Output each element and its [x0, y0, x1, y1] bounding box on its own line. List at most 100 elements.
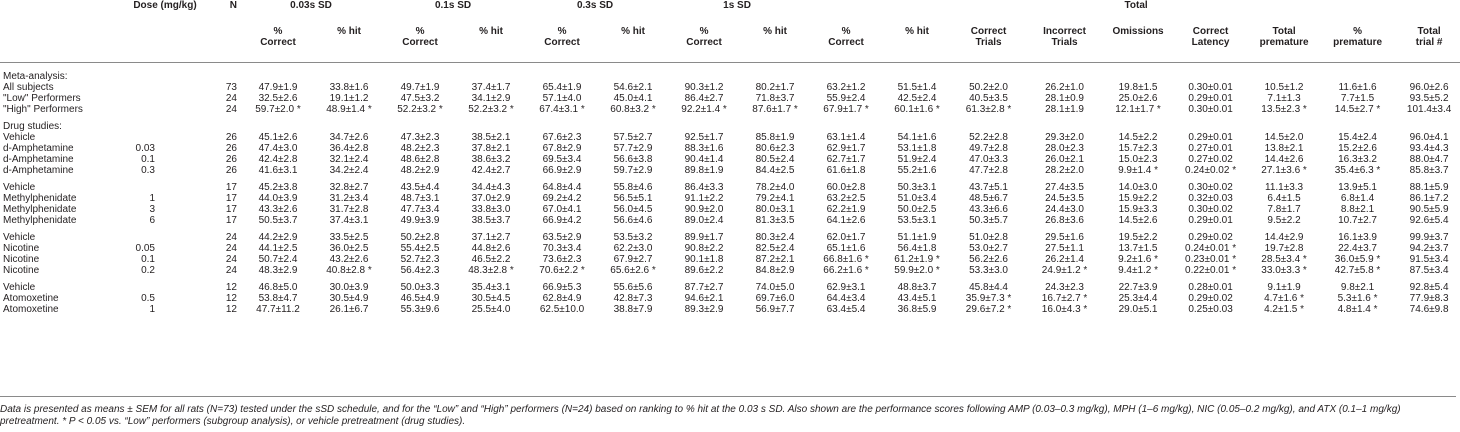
table-row: Nicotine 0.1 24 50.7±2.4 43.2±2.6 52.7±2.3 46.… — [0, 254, 1460, 265]
table-cell: 9.5±2.2 — [1267, 214, 1301, 226]
table-cell: 48.5±6.7 — [969, 192, 1008, 204]
table-body: Meta-analysis: All subjects 73 47.9±1.9 33.8… — [0, 63, 1460, 315]
table-cell: 25.5±4.0 — [471, 303, 511, 315]
table-cell: 49.9±3.9 — [400, 214, 440, 226]
table-cell: 56.4±2.3 — [400, 264, 440, 276]
table-cell: 55.6±5.6 — [613, 281, 653, 293]
header-row-columns: % Correct % hit % Correct % hit % Correct %… — [0, 26, 1460, 63]
table-cell: 35.9±7.3 * — [965, 292, 1012, 304]
table-cell: 26.2±1.0 — [1045, 81, 1084, 93]
row-dose: 1 — [149, 303, 155, 315]
row-label: Methylphenidate — [3, 214, 77, 226]
table-cell: 15.9±3.3 — [1118, 203, 1158, 215]
table-cell: 22.4±3.7 — [1338, 242, 1377, 254]
table-cell: 34.4±4.3 — [471, 181, 511, 193]
table-cell: 55.4±2.5 — [400, 242, 440, 254]
table-cell: 28.1±0.9 — [1045, 92, 1084, 104]
table-cell: 47.9±1.9 — [258, 81, 298, 93]
table-cell: 37.1±2.7 — [471, 231, 511, 243]
table-cell: 19.1±1.2 — [329, 92, 369, 104]
table-cell: 43.2±2.6 — [329, 253, 369, 265]
table-cell: 44.1±2.5 — [258, 242, 298, 254]
section-title: Drug studies: — [3, 120, 62, 132]
table-cell: 19.5±2.2 — [1118, 231, 1158, 243]
table-cell: 0.27±0.02 — [1188, 153, 1233, 165]
table-cell: 34.1±2.9 — [471, 92, 511, 104]
table-cell: 0.30±0.02 — [1188, 203, 1233, 215]
table-cell: 54.1±1.6 — [897, 131, 937, 143]
table-cell: 57.7±2.9 — [613, 142, 653, 154]
table-cell: 63.5±2.9 — [542, 231, 582, 243]
table-cell: 38.8±7.9 — [613, 303, 653, 315]
table-cell: 4.7±1.6 * — [1264, 292, 1305, 304]
table-cell: 64.8±4.4 — [542, 181, 582, 193]
table-cell: 91.5±3.4 — [1409, 253, 1449, 265]
table-cell: 26.1±6.7 — [329, 303, 369, 315]
table-cell: 86.4±3.3 — [684, 181, 724, 193]
table-cell: 12.1±1.7 * — [1115, 103, 1161, 115]
row-dose: 0.1 — [141, 153, 155, 165]
table-cell: 0.29±0.02 — [1188, 231, 1233, 243]
table-cell: 70.6±2.2 * — [539, 264, 585, 276]
table-cell: 92.6±5.4 — [1409, 214, 1449, 226]
table-cell: 48.3±2.9 — [258, 264, 298, 276]
row-dose: 6 — [149, 214, 155, 226]
table-cell: 54.6±2.1 — [613, 81, 653, 93]
table-row: "High" Performers 24 59.7±2.0 * 48.9±1.4 * 5… — [0, 104, 1460, 115]
table-cell: 46.5±4.9 — [400, 292, 440, 304]
table-cell: 48.9±1.4 * — [326, 103, 372, 115]
table-cell: 10.7±2.7 — [1338, 214, 1377, 226]
row-n: 12 — [225, 303, 237, 315]
table-cell: 51.0±2.8 — [969, 231, 1008, 243]
table-cell: 15.4±2.4 — [1338, 131, 1377, 143]
row-label: Atomoxetine — [3, 303, 59, 315]
table-cell: 43.5±4.4 — [400, 181, 440, 193]
table-cell: 80.3±2.4 — [755, 231, 795, 243]
header-group-1: 1s SD — [723, 0, 751, 11]
table-cell: 89.9±1.7 — [684, 231, 724, 243]
table-cell: 35.4±3.1 — [471, 281, 511, 293]
table-cell: 50.0±3.3 — [400, 281, 440, 293]
row-label: Methylphenidate — [3, 192, 77, 204]
table-row: Nicotine 0.2 24 48.3±2.9 40.8±2.8 * 56.4±2.3 4… — [0, 265, 1460, 276]
row-n: 26 — [225, 153, 237, 165]
table-cell: 43.3±2.6 — [258, 203, 298, 215]
row-n: 26 — [225, 164, 237, 176]
table-cell: 24.3±2.3 — [1045, 281, 1084, 293]
table-cell: 65.1±1.6 — [826, 242, 866, 254]
row-label: Atomoxetine — [3, 292, 59, 304]
table-cell: 0.23±0.01 * — [1185, 253, 1237, 265]
table-cell: 65.6±2.6 * — [610, 264, 656, 276]
table-cell: 56.6±3.8 — [613, 153, 653, 165]
table-cell: 53.5±3.2 — [613, 231, 653, 243]
table-cell: 67.8±2.9 — [542, 142, 582, 154]
table-cell: 0.30±0.01 — [1188, 81, 1233, 93]
row-label: d-Amphetamine — [3, 142, 74, 154]
table-cell: 90.5±5.9 — [1409, 203, 1449, 215]
row-n: 73 — [225, 81, 237, 93]
table-cell: 27.4±3.5 — [1045, 181, 1084, 193]
table-cell: 66.9±5.3 — [542, 281, 582, 293]
table-cell: 55.9±2.4 — [826, 92, 866, 104]
table-cell: 57.5±2.7 — [613, 131, 653, 143]
table-cell: 37.4±3.1 — [329, 214, 369, 226]
table-cell: 62.8±4.9 — [542, 292, 582, 304]
table-cell: 47.5±3.2 — [400, 92, 440, 104]
table-cell: 90.9±2.0 — [684, 203, 724, 215]
table-cell: 16.3±3.2 — [1338, 153, 1377, 165]
table-cell: 81.3±3.5 — [755, 214, 795, 226]
table-cell: 47.7±11.2 — [256, 303, 300, 315]
col-omissions: Omissions — [1102, 26, 1175, 63]
table-cell: 7.7±1.5 — [1340, 92, 1375, 104]
table-cell: 16.0±4.3 * — [1041, 303, 1088, 315]
col-pct-correct: % Correct — [524, 26, 601, 63]
row-label: Vehicle — [3, 181, 36, 193]
table-cell: 33.8±3.0 — [471, 203, 511, 215]
table-row: Methylphenidate 1 17 44.0±3.9 31.2±3.4 48.7±3… — [0, 193, 1460, 204]
table-cell: 0.29±0.01 — [1188, 214, 1233, 226]
table-cell: 62.2±1.9 — [826, 203, 866, 215]
table-footnote: Data is presented as means ± SEM for all… — [0, 396, 1456, 428]
row-dose: 0.5 — [141, 292, 155, 304]
table-cell: 52.7±2.3 — [400, 253, 440, 265]
table-cell: 8.8±2.1 — [1340, 203, 1375, 215]
